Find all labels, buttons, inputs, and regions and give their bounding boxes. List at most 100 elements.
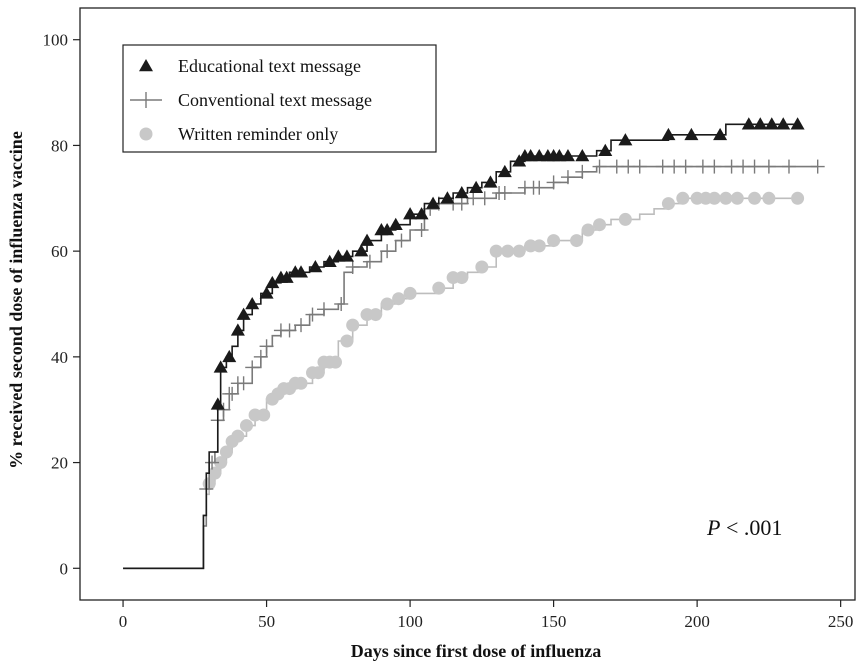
plus-marker [575, 164, 590, 179]
triangle-marker [575, 149, 590, 162]
circle-marker [570, 234, 584, 248]
triangle-marker [322, 254, 337, 267]
circle-marker [340, 334, 354, 348]
triangle-marker [294, 265, 309, 278]
series-line [123, 165, 818, 570]
triangle-marker [388, 217, 403, 230]
x-tick-label: 50 [258, 612, 275, 631]
triangle-marker [403, 207, 418, 220]
plus-marker [362, 254, 377, 269]
triangle-marker [279, 270, 294, 283]
plus-marker [810, 159, 825, 174]
triangle-marker [222, 349, 237, 363]
plus-marker [259, 339, 274, 354]
plus-marker [678, 159, 693, 174]
circle-marker [475, 260, 489, 274]
circle-marker [791, 191, 805, 205]
x-tick-label: 250 [828, 612, 854, 631]
y-tick-label: 20 [51, 454, 68, 473]
triangle-marker [469, 180, 484, 193]
plus-marker [592, 159, 607, 174]
series-line [123, 197, 798, 570]
p-value-symbol: P [706, 515, 720, 540]
plus-marker [497, 186, 512, 200]
triangle-marker [139, 59, 153, 72]
p-value-annotation: P < .001 [706, 515, 782, 540]
circle-marker [219, 445, 233, 459]
plus-marker [294, 318, 309, 333]
y-axis: 0 20 40 60 80 100 [43, 31, 80, 578]
circle-marker [618, 212, 632, 226]
y-axis-title: % received second dose of influenza vacc… [6, 131, 26, 469]
y-tick-label: 0 [60, 559, 69, 578]
plus-marker [205, 455, 220, 470]
plus-marker [632, 159, 647, 174]
plus-marker [282, 323, 297, 338]
circle-marker [489, 244, 503, 258]
plus-marker [454, 196, 469, 211]
circle-marker [214, 456, 228, 470]
series-2 [123, 159, 825, 570]
circle-marker [719, 191, 733, 205]
plus-marker [245, 360, 260, 375]
triangle-marker [661, 127, 676, 141]
y-tick-label: 100 [43, 31, 69, 50]
triangle-marker [210, 397, 225, 410]
triangle-marker [360, 233, 375, 246]
circle-marker [257, 408, 271, 422]
triangle-marker [598, 143, 613, 156]
circle-marker [512, 244, 526, 258]
circle-marker [748, 191, 762, 205]
circle-marker [403, 286, 417, 300]
circle-marker [369, 308, 383, 322]
x-tick-label: 150 [541, 612, 567, 631]
plus-marker [477, 191, 492, 206]
legend: Educational text message Conventional tex… [122, 44, 437, 153]
circle-marker [547, 234, 561, 248]
plus-marker [334, 297, 349, 311]
circle-marker [432, 281, 446, 295]
triangle-marker [213, 360, 228, 373]
legend-entry: Conventional text message [130, 90, 372, 110]
triangle-marker [414, 207, 429, 220]
plus-marker [546, 175, 561, 190]
y-tick-label: 40 [51, 348, 68, 367]
plus-marker [560, 170, 575, 185]
triangle-marker [753, 117, 768, 130]
circle-marker [328, 355, 342, 369]
triangle-marker [265, 275, 280, 289]
triangle-marker [497, 164, 512, 178]
circle-marker [294, 376, 308, 390]
triangle-marker [790, 117, 805, 130]
plus-marker [414, 223, 429, 237]
y-tick-label: 80 [51, 136, 68, 155]
triangle-marker [354, 244, 369, 257]
circle-marker [311, 366, 325, 380]
plus-marker [380, 244, 395, 259]
circle-marker [231, 429, 245, 443]
triangle-marker [764, 117, 779, 130]
plus-marker [236, 376, 251, 391]
triangle-marker [339, 249, 354, 262]
y-tick-label: 60 [51, 242, 68, 261]
triangle-marker [230, 323, 245, 336]
triangle-marker [618, 133, 633, 146]
triangle-marker [776, 117, 791, 130]
circle-marker [139, 127, 153, 141]
series-layer [123, 117, 825, 570]
triangle-marker [560, 149, 575, 162]
triangle-marker [741, 117, 756, 130]
x-axis-title: Days since first dose of influenza [351, 641, 602, 661]
plus-marker [747, 159, 762, 174]
circle-marker [762, 191, 776, 205]
triangle-marker [308, 260, 323, 273]
x-tick-label: 0 [119, 612, 128, 631]
x-tick-label: 200 [684, 612, 710, 631]
plus-marker [394, 233, 409, 248]
triangle-marker [259, 286, 274, 299]
plus-marker [707, 159, 722, 174]
series-1 [123, 117, 805, 570]
circle-marker [707, 191, 721, 205]
triangle-marker [684, 127, 699, 141]
